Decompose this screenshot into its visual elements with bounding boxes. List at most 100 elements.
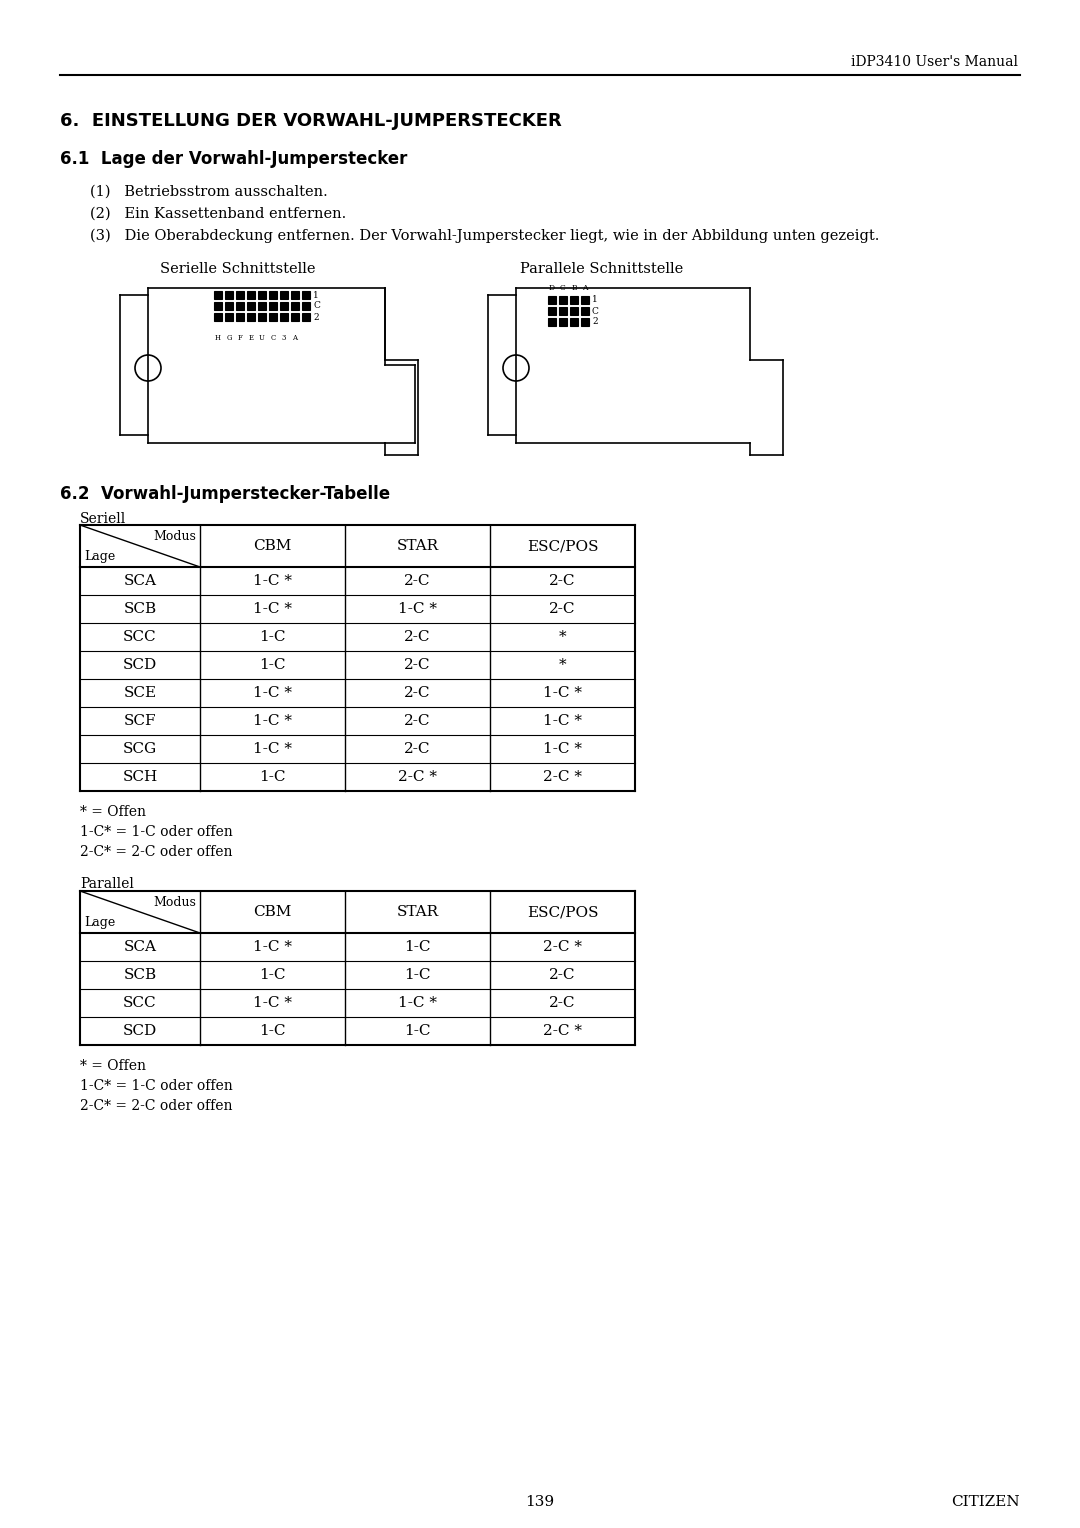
Text: 1-C: 1-C (404, 969, 431, 983)
Text: 1-C *: 1-C * (253, 743, 292, 756)
Bar (559, 318, 567, 325)
Bar (258, 290, 266, 299)
Bar (559, 296, 567, 304)
Text: 1-C *: 1-C * (253, 686, 292, 700)
Text: 2-C *: 2-C * (543, 1024, 582, 1038)
Text: 1-C *: 1-C * (543, 686, 582, 700)
Text: CITIZEN: CITIZEN (951, 1494, 1020, 1510)
Bar (247, 290, 255, 299)
Bar (280, 313, 288, 321)
Text: 2-C: 2-C (404, 630, 431, 643)
Bar (269, 313, 276, 321)
Text: 2-C: 2-C (550, 996, 576, 1010)
Text: (3)   Die Oberabdeckung entfernen. Der Vorwahl-Jumperstecker liegt, wie in der A: (3) Die Oberabdeckung entfernen. Der Vor… (90, 229, 879, 243)
Bar (269, 290, 276, 299)
Text: 2: 2 (592, 318, 597, 327)
Bar (570, 318, 578, 325)
Text: *: * (558, 659, 566, 672)
Text: Lage: Lage (84, 550, 116, 562)
Text: 1-C* = 1-C oder offen: 1-C* = 1-C oder offen (80, 825, 233, 839)
Bar (214, 303, 222, 310)
Bar (302, 290, 310, 299)
Text: B: B (571, 284, 577, 292)
Bar (247, 313, 255, 321)
Text: ESC/POS: ESC/POS (527, 539, 598, 553)
Text: SCD: SCD (123, 659, 157, 672)
Bar (258, 313, 266, 321)
Text: 2-C: 2-C (550, 575, 576, 588)
Text: CBM: CBM (254, 539, 292, 553)
Text: F: F (238, 335, 242, 342)
Bar (581, 307, 589, 315)
Bar (237, 313, 244, 321)
Bar (302, 313, 310, 321)
Text: 6.1  Lage der Vorwahl-Jumperstecker: 6.1 Lage der Vorwahl-Jumperstecker (60, 150, 407, 168)
Text: 1-C: 1-C (404, 940, 431, 953)
Text: SCB: SCB (123, 969, 157, 983)
Bar (581, 296, 589, 304)
Text: Modus: Modus (153, 895, 195, 909)
Bar (570, 307, 578, 315)
Text: C: C (592, 307, 599, 315)
Text: C: C (561, 284, 566, 292)
Text: 2-C: 2-C (404, 686, 431, 700)
Bar (247, 303, 255, 310)
Text: 1-C *: 1-C * (253, 940, 292, 953)
Text: *: * (558, 630, 566, 643)
Text: 1-C: 1-C (404, 1024, 431, 1038)
Bar (214, 313, 222, 321)
Text: * = Offen: * = Offen (80, 1059, 146, 1073)
Text: (1)   Betriebsstrom ausschalten.: (1) Betriebsstrom ausschalten. (90, 185, 327, 199)
Text: 2-C *: 2-C * (543, 770, 582, 784)
Text: iDP3410 User's Manual: iDP3410 User's Manual (851, 55, 1018, 69)
Text: 1-C: 1-C (259, 659, 286, 672)
Text: 139: 139 (526, 1494, 554, 1510)
Text: 1-C *: 1-C * (253, 602, 292, 616)
Text: Seriell: Seriell (80, 512, 126, 526)
Bar (225, 290, 233, 299)
Text: ESC/POS: ESC/POS (527, 905, 598, 918)
Text: 1-C: 1-C (259, 969, 286, 983)
Bar (559, 307, 567, 315)
Text: 6.2  Vorwahl-Jumperstecker-Tabelle: 6.2 Vorwahl-Jumperstecker-Tabelle (60, 484, 390, 503)
Text: SCA: SCA (123, 575, 157, 588)
Text: 1: 1 (592, 295, 597, 304)
Text: 1-C *: 1-C * (543, 714, 582, 727)
Bar (548, 296, 556, 304)
Text: 2-C: 2-C (550, 969, 576, 983)
Bar (237, 290, 244, 299)
Text: 1: 1 (313, 290, 319, 299)
Text: SCA: SCA (123, 940, 157, 953)
Bar (581, 318, 589, 325)
Bar (548, 318, 556, 325)
Text: 2: 2 (313, 313, 319, 321)
Bar (280, 303, 288, 310)
Text: 2-C* = 2-C oder offen: 2-C* = 2-C oder offen (80, 845, 232, 859)
Text: D: D (549, 284, 555, 292)
Text: 2-C* = 2-C oder offen: 2-C* = 2-C oder offen (80, 1099, 232, 1112)
Text: SCC: SCC (123, 630, 157, 643)
Bar (280, 290, 288, 299)
Text: 3: 3 (282, 335, 286, 342)
Text: STAR: STAR (396, 905, 438, 918)
Text: C: C (313, 301, 320, 310)
Text: Parallel: Parallel (80, 877, 134, 891)
Text: CBM: CBM (254, 905, 292, 918)
Text: 6.  EINSTELLUNG DER VORWAHL-JUMPERSTECKER: 6. EINSTELLUNG DER VORWAHL-JUMPERSTECKER (60, 112, 562, 130)
Text: 1-C *: 1-C * (399, 996, 437, 1010)
Text: 2-C *: 2-C * (399, 770, 437, 784)
Text: 2-C: 2-C (550, 602, 576, 616)
Text: Parallele Schnittstelle: Parallele Schnittstelle (519, 261, 684, 277)
Bar (214, 290, 222, 299)
Text: 1-C* = 1-C oder offen: 1-C* = 1-C oder offen (80, 1079, 233, 1093)
Text: A: A (293, 335, 297, 342)
Text: SCB: SCB (123, 602, 157, 616)
Text: A: A (582, 284, 588, 292)
Text: G: G (226, 335, 232, 342)
Bar (225, 313, 233, 321)
Text: STAR: STAR (396, 539, 438, 553)
Text: SCC: SCC (123, 996, 157, 1010)
Text: 1-C: 1-C (259, 1024, 286, 1038)
Text: C: C (270, 335, 275, 342)
Text: 2-C: 2-C (404, 743, 431, 756)
